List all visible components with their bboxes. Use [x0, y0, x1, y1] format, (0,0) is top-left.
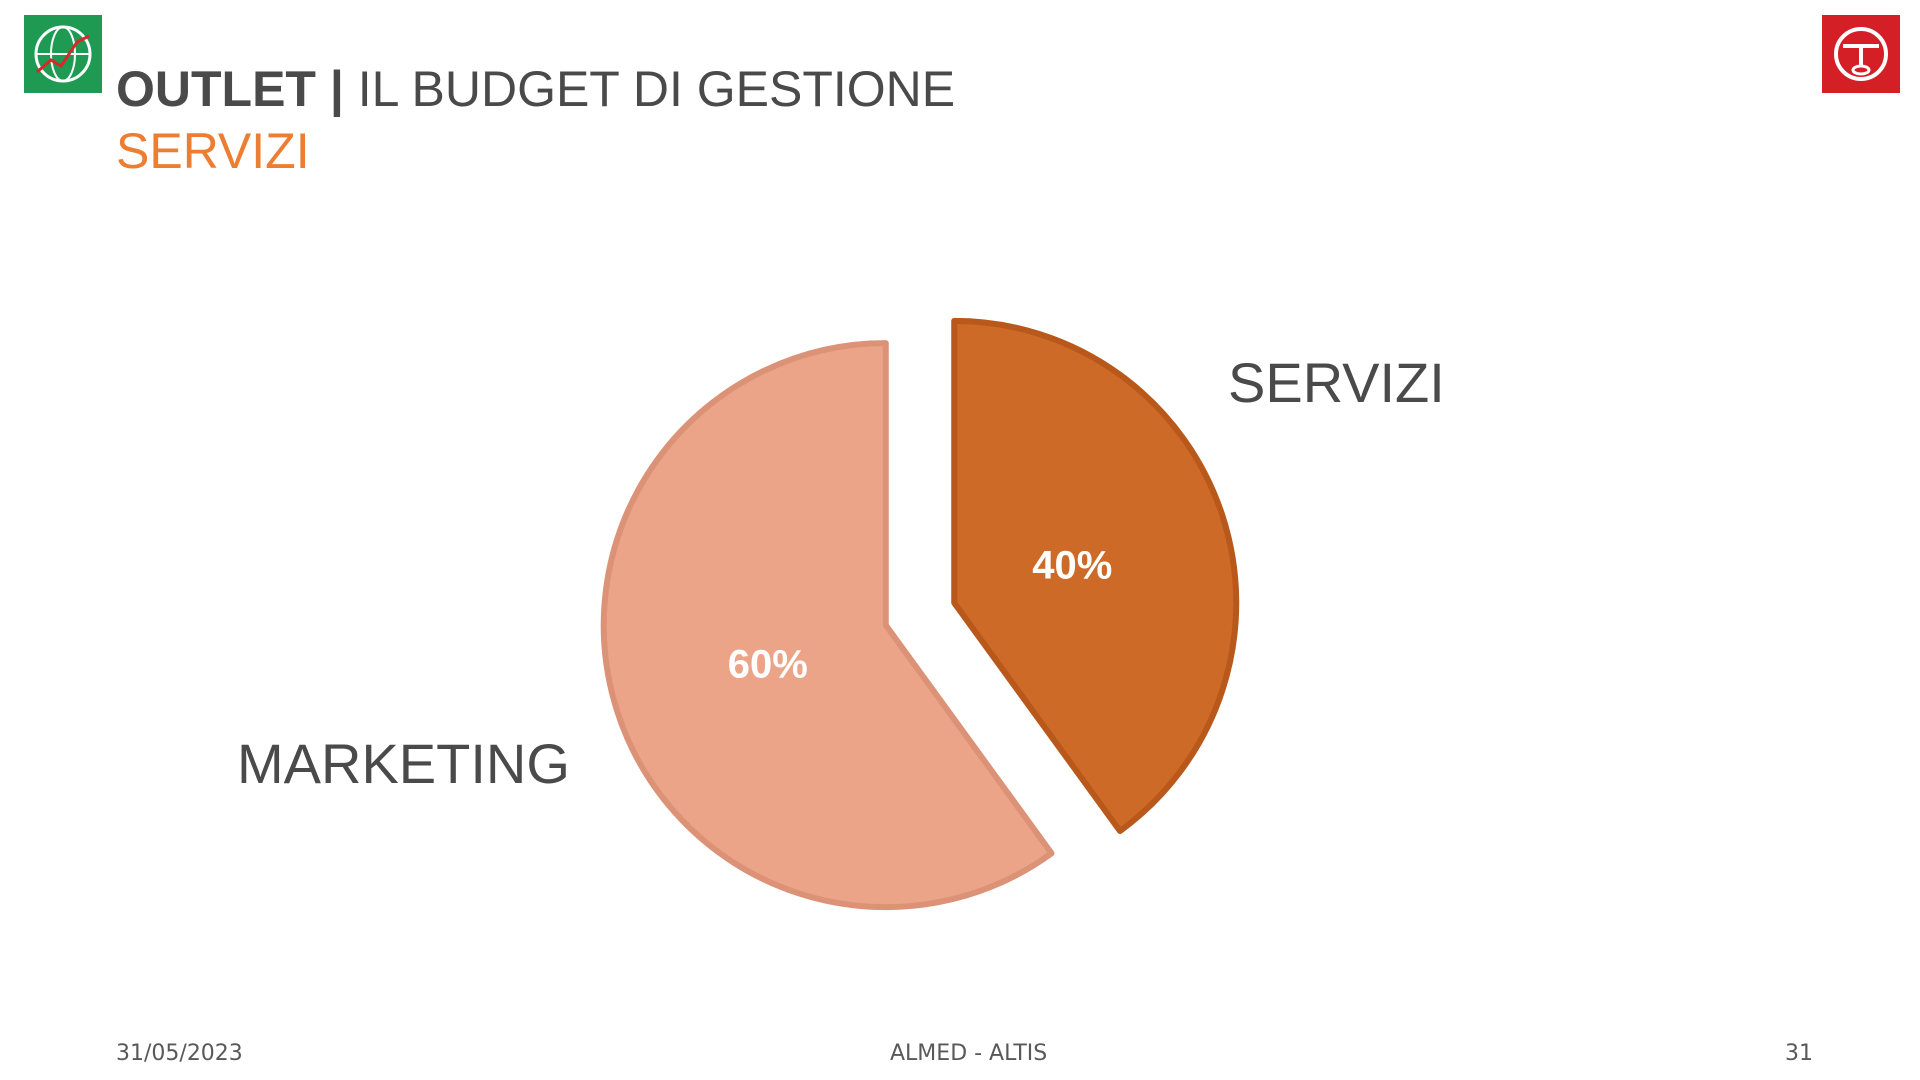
- globe-chart-icon: [34, 25, 92, 83]
- category-label-servizi: SERVIZI: [1228, 351, 1445, 414]
- data-label-marketing: 60%: [728, 642, 808, 686]
- red-circle-emblem-icon: [1834, 27, 1888, 81]
- title-bold-part: OUTLET |: [116, 61, 344, 117]
- data-label-servizi: 40%: [1032, 544, 1112, 588]
- pie-slice-marketing: [600, 340, 1055, 911]
- title-regular-part: IL BUDGET DI GESTIONE: [357, 61, 956, 117]
- company-logo-left: [24, 15, 102, 93]
- category-label-marketing: MARKETING: [237, 732, 570, 795]
- company-logo-right: [1822, 15, 1900, 93]
- page-number: 31: [1785, 1041, 1813, 1066]
- footer-center-text: ALMED - ALTIS: [890, 1041, 1048, 1066]
- page-subtitle: SERVIZI: [116, 123, 310, 179]
- footer-date: 31/05/2023: [116, 1041, 243, 1066]
- pie-slice-servizi: [951, 317, 1240, 835]
- page-title: OUTLET | IL BUDGET DI GESTIONE: [116, 64, 955, 114]
